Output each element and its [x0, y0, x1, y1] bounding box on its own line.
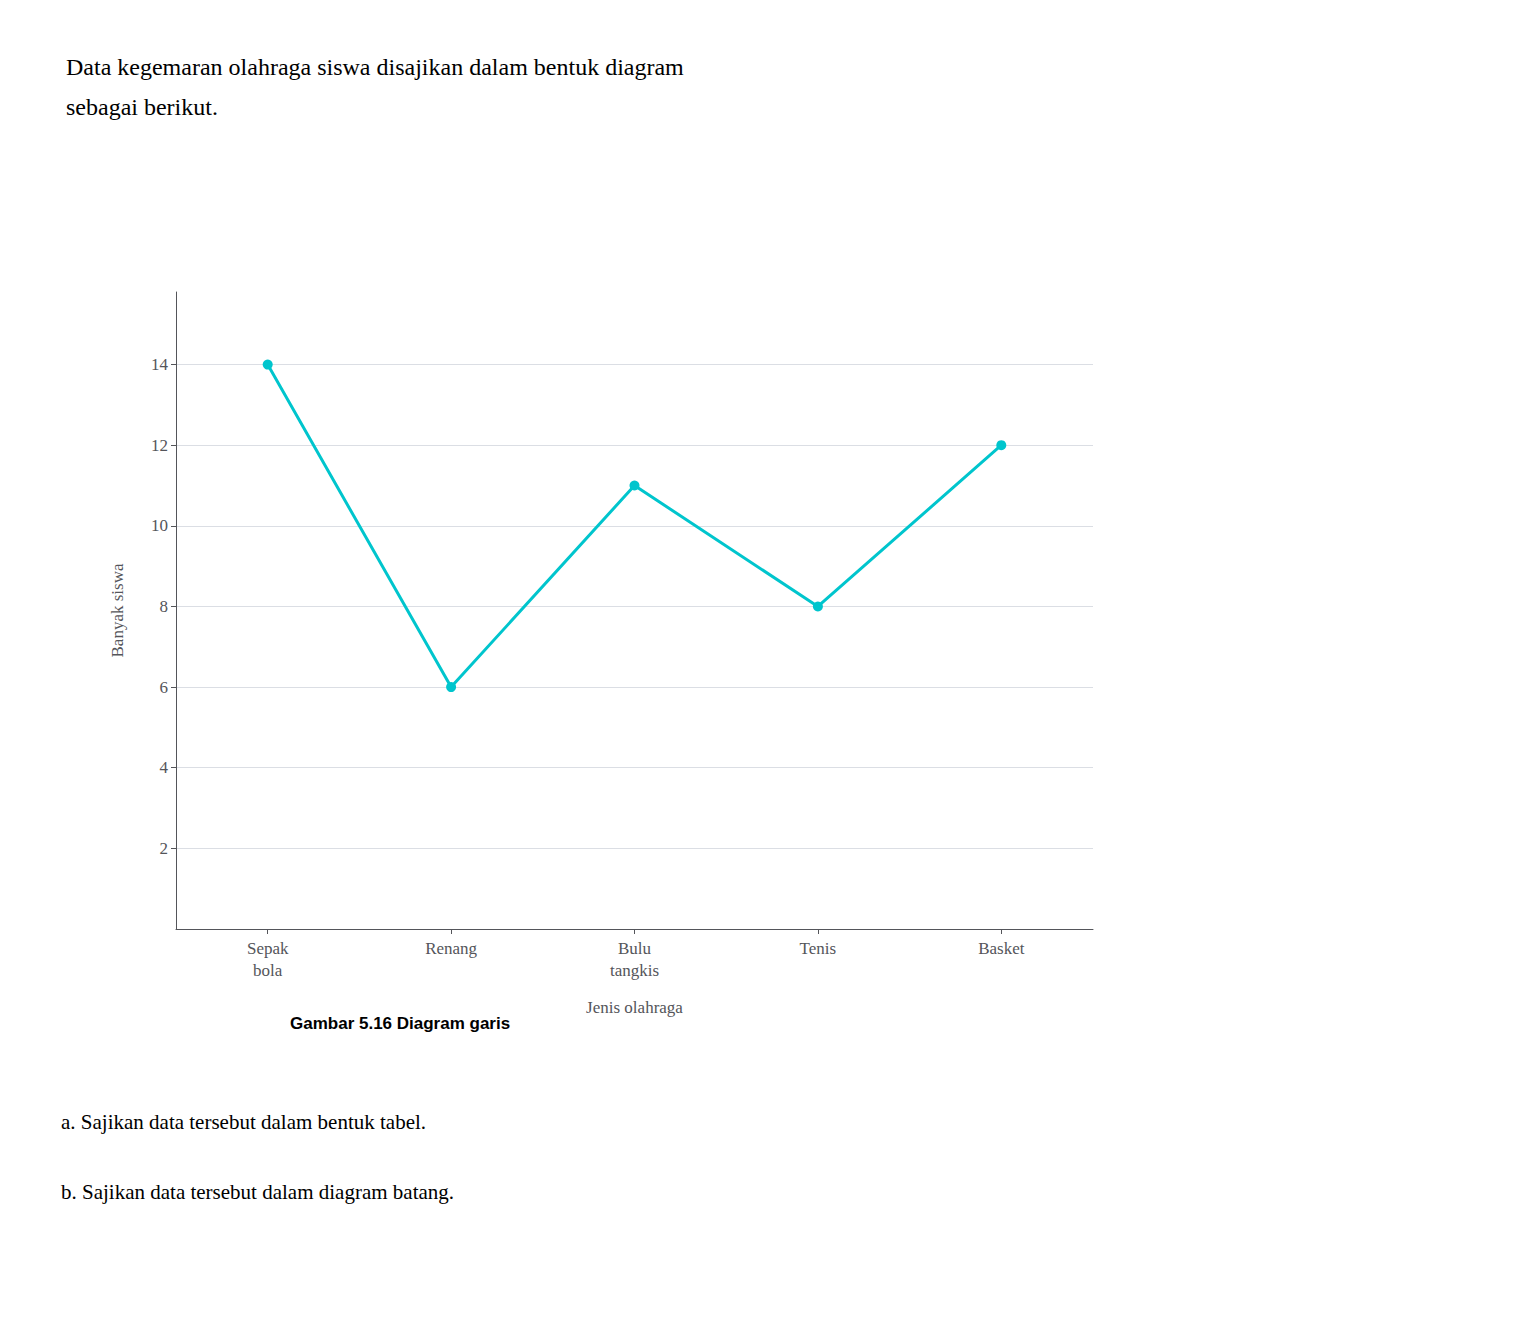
svg-text:Basket: Basket [978, 939, 1025, 958]
svg-text:Data kegemaran olahraga siswa: Data kegemaran olahraga siswa disajikan … [66, 54, 684, 80]
svg-text:6: 6 [160, 678, 169, 697]
svg-text:12: 12 [151, 436, 168, 455]
svg-text:Tenis: Tenis [800, 939, 837, 958]
svg-text:Banyak siswa: Banyak siswa [108, 563, 127, 657]
svg-text:tangkis: tangkis [610, 961, 659, 980]
svg-text:Renang: Renang [425, 939, 477, 958]
svg-text:b. Sajikan data tersebut dalam: b. Sajikan data tersebut dalam diagram b… [61, 1180, 454, 1204]
svg-text:bola: bola [253, 961, 283, 980]
svg-text:Gambar 5.16 Diagram garis: Gambar 5.16 Diagram garis [290, 1014, 510, 1033]
svg-text:Bulu: Bulu [618, 939, 652, 958]
svg-text:10: 10 [151, 516, 168, 535]
svg-text:a. Sajikan data tersebut dalam: a. Sajikan data tersebut dalam bentuk ta… [61, 1110, 426, 1134]
svg-text:4: 4 [160, 758, 169, 777]
svg-text:2: 2 [160, 839, 169, 858]
svg-text:sebagai berikut.: sebagai berikut. [66, 94, 218, 120]
svg-text:14: 14 [151, 355, 169, 374]
svg-text:Jenis olahraga: Jenis olahraga [586, 998, 683, 1017]
svg-text:Sepak: Sepak [247, 939, 289, 958]
svg-text:8: 8 [160, 597, 169, 616]
